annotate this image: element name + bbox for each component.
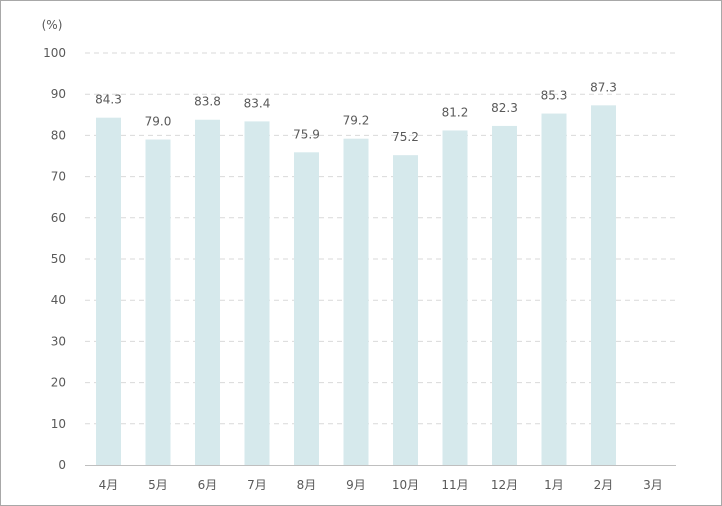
- y-tick-label-50: 50: [51, 252, 66, 266]
- data-label-9: 82.3: [491, 101, 518, 115]
- data-labels: 84.3 79.0 83.8 83.4 75.9 79.2 75.2 81.2 82.3 85.3…: [95, 80, 617, 144]
- y-tick-label-10: 10: [51, 417, 66, 431]
- bar-7: [393, 155, 418, 465]
- bar-4: [244, 121, 270, 465]
- data-label-11: 87.3: [590, 80, 617, 94]
- y-axis-tick-labels: 0 10 20 30 40 50 60 70 80 90 100: [43, 46, 66, 472]
- x-tick-label-5: 8月: [297, 478, 317, 492]
- y-tick-label-0: 0: [58, 458, 66, 472]
- bar-11: [591, 105, 616, 465]
- data-label-4: 83.4: [244, 96, 271, 110]
- x-tick-label-11: 2月: [594, 478, 614, 492]
- bar-5: [294, 152, 319, 466]
- y-tick-label-60: 60: [51, 211, 66, 225]
- bar-1: [96, 117, 121, 466]
- y-tick-label-30: 30: [51, 334, 66, 348]
- bar-2: [145, 139, 171, 465]
- y-tick-label-20: 20: [51, 376, 66, 390]
- x-axis-tick-labels: 4月 5月 6月 7月 8月 9月 10月 11月 12月 1月 2月 3月: [99, 478, 663, 492]
- x-tick-label-7: 10月: [392, 478, 419, 492]
- bar-3: [195, 119, 220, 465]
- data-label-2: 79.0: [145, 115, 172, 129]
- x-tick-label-4: 7月: [247, 478, 267, 492]
- bar-8: [442, 130, 468, 465]
- data-label-6: 79.2: [343, 114, 370, 128]
- bar-9: [492, 125, 517, 465]
- y-tick-label-40: 40: [51, 293, 66, 307]
- x-tick-label-2: 5月: [148, 478, 168, 492]
- gridlines: [85, 52, 676, 425]
- x-tick-label-8: 11月: [441, 478, 468, 492]
- data-label-5: 75.9: [293, 127, 320, 141]
- data-label-7: 75.2: [392, 130, 419, 144]
- data-label-1: 84.3: [95, 93, 122, 107]
- y-tick-label-90: 90: [51, 87, 66, 101]
- x-tick-label-12: 3月: [643, 478, 663, 492]
- bar-6: [343, 138, 369, 466]
- bar-10: [541, 113, 567, 466]
- data-label-10: 85.3: [541, 89, 568, 103]
- y-tick-label-70: 70: [51, 170, 66, 184]
- x-tick-label-9: 12月: [491, 478, 518, 492]
- y-axis-unit-label: (%): [42, 18, 63, 32]
- x-tick-label-1: 4月: [99, 478, 119, 492]
- data-label-8: 81.2: [442, 105, 469, 119]
- bars: [96, 105, 616, 466]
- x-tick-label-6: 9月: [346, 478, 366, 492]
- y-tick-label-100: 100: [43, 46, 66, 60]
- x-tick-label-10: 1月: [544, 478, 564, 492]
- data-label-3: 83.8: [194, 95, 221, 109]
- x-tick-label-3: 6月: [198, 478, 218, 492]
- y-tick-label-80: 80: [51, 128, 66, 142]
